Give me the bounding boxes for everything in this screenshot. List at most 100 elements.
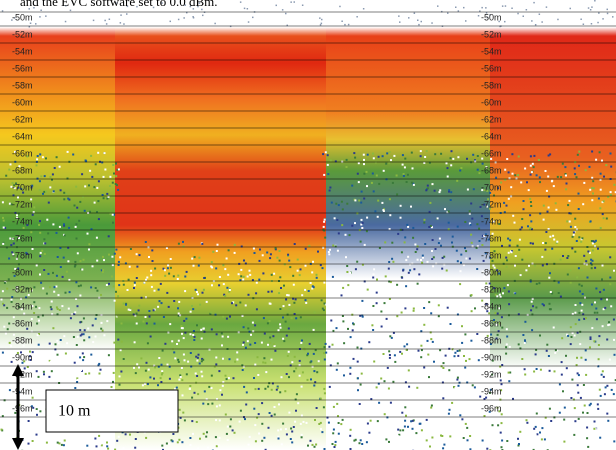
speckle: [181, 332, 183, 335]
speckle: [261, 439, 264, 442]
speckle: [319, 264, 322, 267]
speckle: [47, 272, 50, 275]
speckle: [108, 18, 111, 20]
speckle: [494, 434, 497, 437]
speckle: [433, 189, 436, 192]
speckle: [301, 294, 304, 297]
speckle: [249, 273, 252, 276]
speckle: [212, 250, 215, 253]
speckle: [428, 161, 431, 164]
speckle: [10, 300, 13, 303]
speckle: [331, 443, 334, 445]
speckle: [118, 383, 121, 386]
speckle: [128, 265, 131, 268]
speckle: [412, 309, 415, 312]
speckle: [84, 372, 87, 375]
speckle: [366, 153, 369, 156]
speckle: [530, 205, 533, 207]
speckle: [549, 153, 552, 156]
speckle: [339, 319, 342, 322]
speckle: [83, 356, 86, 359]
speckle: [49, 176, 52, 178]
speckle: [20, 308, 23, 311]
speckle: [431, 258, 434, 260]
speckle: [518, 443, 520, 445]
speckle: [200, 370, 203, 373]
speckle: [145, 436, 148, 439]
speckle: [335, 281, 338, 284]
speckle: [470, 310, 473, 313]
speckle: [613, 183, 616, 186]
speckle: [179, 376, 182, 378]
speckle: [252, 247, 255, 250]
speckle: [570, 397, 573, 399]
speckle: [535, 306, 538, 309]
speckle: [535, 348, 538, 351]
speckle: [508, 303, 511, 306]
speckle: [1, 10, 4, 12]
depth-label: -70m: [12, 182, 33, 192]
speckle: [94, 317, 97, 320]
speckle: [148, 256, 150, 258]
speckle: [81, 173, 84, 176]
speckle: [498, 272, 501, 275]
speckle: [400, 369, 403, 372]
speckle: [184, 290, 187, 293]
speckle: [404, 375, 407, 378]
speckle: [575, 364, 578, 367]
speckle: [488, 375, 490, 378]
speckle: [418, 23, 420, 26]
speckle: [245, 403, 248, 406]
speckle: [63, 234, 66, 237]
speckle: [584, 169, 587, 172]
speckle: [506, 284, 509, 287]
speckle: [49, 360, 52, 363]
speckle: [180, 367, 183, 369]
speckle: [470, 202, 473, 205]
speckle: [505, 265, 508, 268]
speckle: [495, 337, 498, 340]
speckle: [607, 324, 610, 327]
speckle: [599, 178, 602, 181]
speckle: [402, 304, 405, 307]
speckle: [31, 440, 34, 442]
speckle: [177, 312, 180, 315]
speckle: [133, 287, 135, 289]
speckle: [75, 237, 78, 240]
speckle: [393, 154, 396, 157]
speckle: [30, 231, 33, 234]
echo-region: [490, 0, 616, 450]
speckle: [403, 241, 406, 244]
speckle: [446, 167, 449, 170]
speckle: [594, 301, 596, 304]
speckle: [386, 152, 389, 155]
speckle: [599, 291, 602, 294]
speckle: [331, 343, 334, 346]
depth-label: -56m: [12, 63, 33, 73]
speckle: [55, 352, 58, 355]
depth-label: -66m: [481, 148, 502, 158]
speckle: [182, 353, 185, 356]
speckle: [298, 364, 301, 367]
speckle: [548, 276, 551, 279]
speckle: [486, 310, 489, 313]
speckle: [93, 351, 96, 354]
speckle: [285, 334, 288, 337]
speckle: [581, 237, 584, 240]
speckle: [483, 234, 486, 237]
speckle: [563, 406, 566, 409]
speckle: [80, 369, 83, 372]
speckle: [450, 191, 453, 194]
speckle: [266, 251, 269, 254]
speckle: [363, 422, 366, 425]
speckle: [543, 438, 546, 441]
speckle: [593, 427, 596, 430]
speckle: [564, 173, 567, 175]
speckle: [178, 438, 181, 441]
speckle: [278, 292, 281, 295]
speckle: [596, 393, 599, 396]
speckle: [193, 256, 196, 259]
speckle: [8, 389, 11, 392]
speckle: [522, 15, 524, 17]
speckle: [485, 166, 488, 169]
